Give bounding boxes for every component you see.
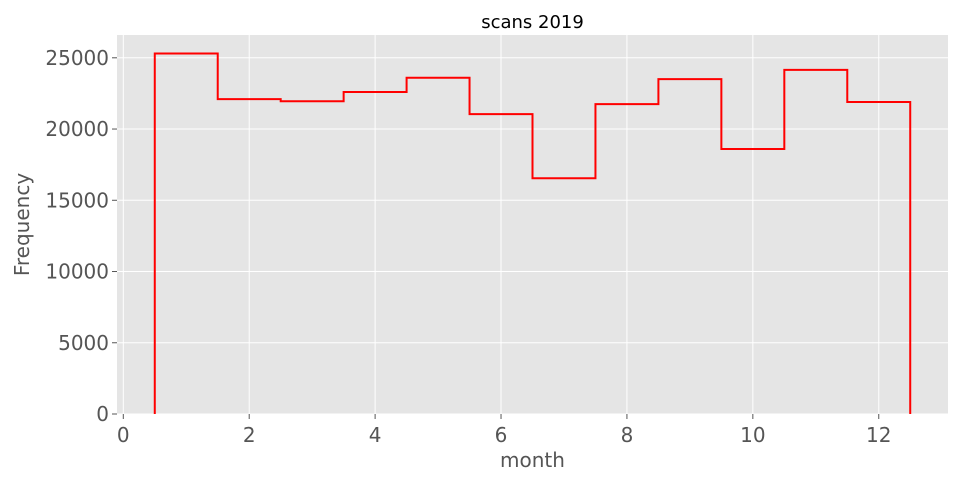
- chart-title: scans 2019: [481, 12, 584, 33]
- y-axis-ticks: 0 5000 10000 15000 20000 25000: [45, 46, 117, 426]
- x-axis-label: month: [500, 448, 565, 472]
- y-tick-label: 5000: [58, 331, 109, 355]
- y-tick-label: 25000: [45, 46, 109, 70]
- y-tick-label: 15000: [45, 188, 109, 212]
- y-tick-label: 10000: [45, 260, 109, 284]
- x-tick-label: 10: [740, 423, 765, 447]
- y-tick-label: 0: [96, 402, 109, 426]
- x-tick-label: 0: [117, 423, 130, 447]
- x-tick-label: 4: [369, 423, 382, 447]
- y-axis-label: Frequency: [10, 173, 34, 276]
- histogram-step-line: [153, 52, 912, 414]
- grid-lines: [117, 35, 948, 415]
- x-tick-label: 6: [495, 423, 508, 447]
- histogram-steps: [153, 52, 912, 414]
- y-tick-label: 20000: [45, 117, 109, 141]
- x-tick-label: 8: [621, 423, 634, 447]
- plot-area: [117, 35, 948, 414]
- x-tick-label: 12: [866, 423, 891, 447]
- x-tick-label: 2: [243, 423, 256, 447]
- x-axis-ticks: 0 2 4 6 8 10 12: [117, 414, 891, 447]
